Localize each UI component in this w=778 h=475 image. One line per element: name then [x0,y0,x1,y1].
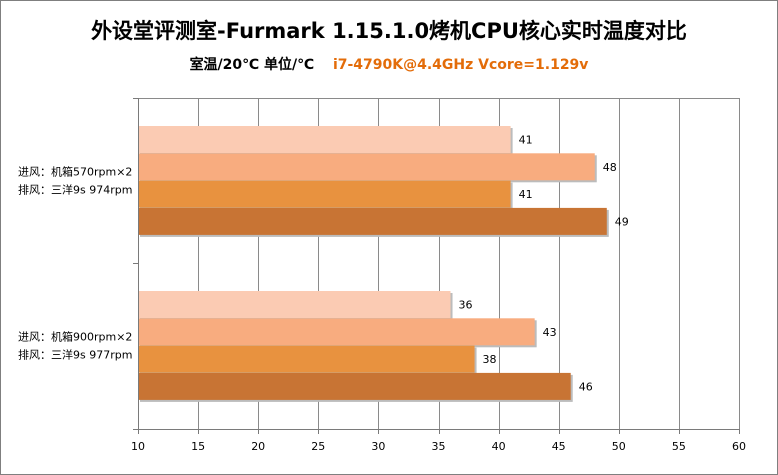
chart-title: 外设堂评测室-Furmark 1.15.1.0烤机CPU核心实时温度对比 [91,19,687,43]
bar [138,126,511,153]
bar [138,207,607,235]
bar [138,153,595,181]
data-label: 36 [459,299,473,312]
x-tick-label: 40 [492,440,506,453]
x-tick-label: 35 [432,440,446,453]
data-label: 43 [543,326,557,339]
x-tick-label: 20 [251,440,265,453]
category-label-line2: 排风：三洋9s 977rpm [18,348,132,362]
data-label: 49 [615,215,629,228]
bar [138,372,571,400]
x-tick-label: 55 [672,440,686,453]
category-label-line2: 排风：三洋9s 974rpm [18,183,132,197]
data-label: 41 [519,188,533,201]
x-tick-label: 60 [732,440,746,453]
x-tick-label: 25 [311,440,325,453]
data-label: 41 [519,134,533,147]
x-tick-label: 45 [552,440,566,453]
category-label-line1: 进风：机箱570rpm×2 [18,165,132,179]
bar [138,180,511,208]
bar [138,345,475,373]
x-tick-label: 50 [612,440,626,453]
data-label: 48 [603,161,617,174]
x-tick-label: 15 [191,440,205,453]
subtitle-cpu-spec: i7-4790K@4.4GHz Vcore=1.129v [332,57,589,73]
data-label: 38 [483,353,497,366]
data-label: 46 [579,380,593,393]
x-tick-label: 10 [131,440,145,453]
bar [138,318,535,346]
bar [138,291,451,318]
category-label-line1: 进风：机箱900rpm×2 [18,330,132,344]
x-tick-label: 30 [371,440,385,453]
chart-subtitle: 室温/20℃ 单位/℃ i7-4790K@4.4GHz Vcore=1.129v [1,54,777,74]
subtitle-conditions: 室温/20℃ 单位/℃ [189,57,315,73]
